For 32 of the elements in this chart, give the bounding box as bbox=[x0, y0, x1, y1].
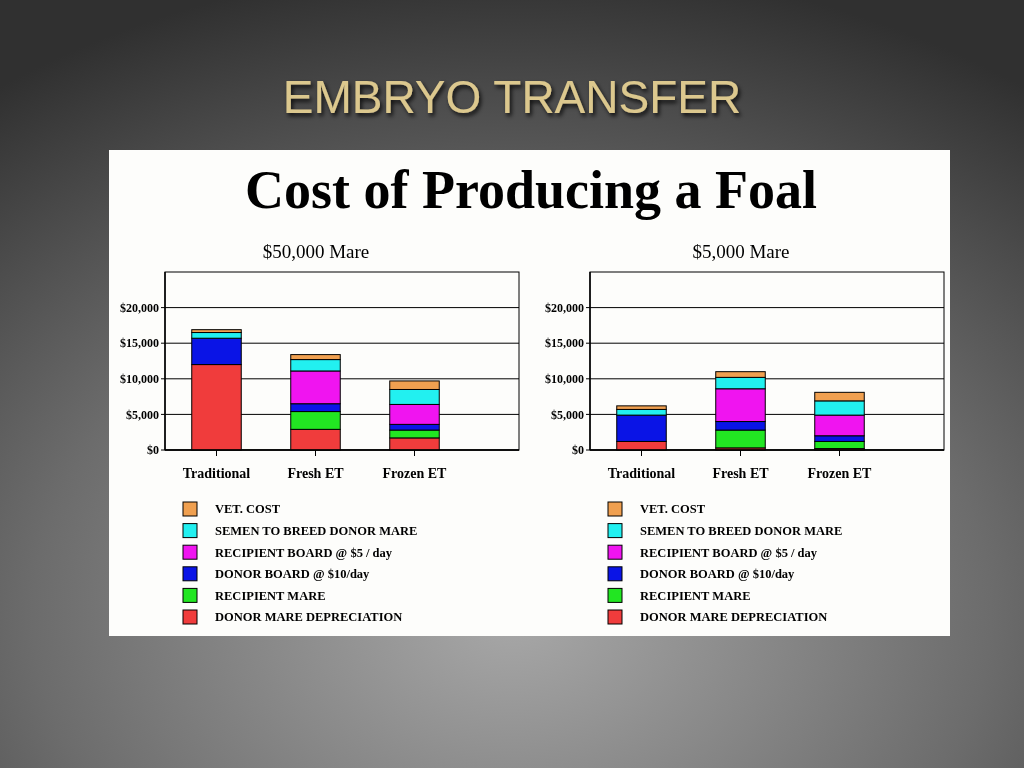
y-tick-label: $5,000 bbox=[551, 407, 584, 422]
chart-title: $50,000 Mare bbox=[262, 241, 370, 262]
legend-label: DONOR MARE DEPRECIATION bbox=[215, 610, 403, 625]
y-tick-label: $20,000 bbox=[545, 300, 584, 315]
x-tick-label: Fresh ET bbox=[287, 466, 345, 481]
chart-title: $5,000 Mare bbox=[692, 241, 790, 262]
x-tick-label: Traditional bbox=[182, 466, 251, 481]
y-tick-label: $20,000 bbox=[120, 300, 159, 315]
x-tick-label: Frozen ET bbox=[382, 466, 448, 481]
legend-label: VET. COST bbox=[640, 502, 706, 517]
legend-label: DONOR BOARD @ $10/day bbox=[215, 567, 371, 582]
x-tick-label: Traditional bbox=[607, 466, 676, 481]
y-tick-label: $10,000 bbox=[120, 372, 159, 386]
legend-label: DONOR MARE DEPRECIATION bbox=[640, 610, 828, 625]
legend-label: SEMEN TO BREED DONOR MARE bbox=[640, 523, 843, 538]
legend-label: RECIPIENT BOARD @ $5 / day bbox=[640, 545, 818, 560]
legend-label: VET. COST bbox=[215, 502, 281, 517]
x-tick-label: Fresh ET bbox=[712, 466, 770, 481]
y-tick-label: $10,000 bbox=[545, 372, 584, 386]
legend-label: SEMEN TO BREED DONOR MARE bbox=[215, 523, 418, 538]
legend-label: DONOR BOARD @ $10/day bbox=[640, 567, 796, 582]
x-tick-label: Frozen ET bbox=[807, 466, 873, 481]
legend-label: RECIPIENT BOARD @ $5 / day bbox=[215, 545, 393, 560]
y-tick-label: $15,000 bbox=[120, 336, 159, 351]
legend-label: RECIPIENT MARE bbox=[640, 588, 751, 603]
y-tick-label: $15,000 bbox=[545, 336, 584, 351]
legend-label: RECIPIENT MARE bbox=[215, 588, 326, 603]
text: EMBRYO TRANSFER bbox=[282, 71, 742, 123]
text: Cost of Producing a Foal bbox=[244, 160, 818, 220]
y-tick-label: $0 bbox=[572, 443, 584, 458]
y-tick-label: $5,000 bbox=[126, 407, 159, 422]
y-tick-label: $0 bbox=[147, 443, 159, 458]
